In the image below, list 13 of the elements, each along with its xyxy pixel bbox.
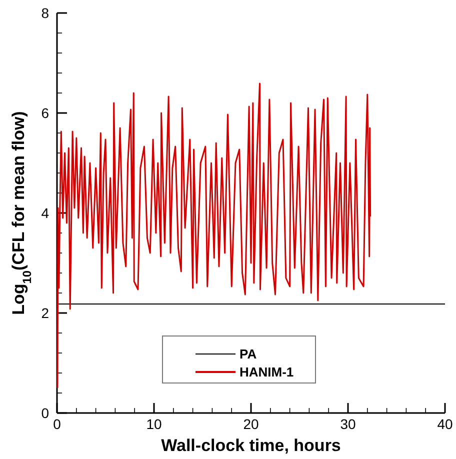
x-tick-label: 30 <box>340 416 356 432</box>
x-tick-label: 40 <box>437 416 453 432</box>
x-tick-label: 20 <box>243 416 259 432</box>
y-tick-label: 8 <box>41 4 50 21</box>
y-tick-label: 2 <box>41 304 50 321</box>
x-tick-label: 10 <box>146 416 162 432</box>
legend-label: PA <box>240 346 258 362</box>
y-tick-label: 6 <box>41 104 50 121</box>
y-tick-label: 0 <box>41 404 50 421</box>
x-axis-title: Wall-clock time, hours <box>161 436 341 455</box>
y-tick-label: 4 <box>41 204 50 221</box>
x-tick-label: 0 <box>53 416 62 432</box>
legend-label: HANIM-1 <box>240 364 294 380</box>
